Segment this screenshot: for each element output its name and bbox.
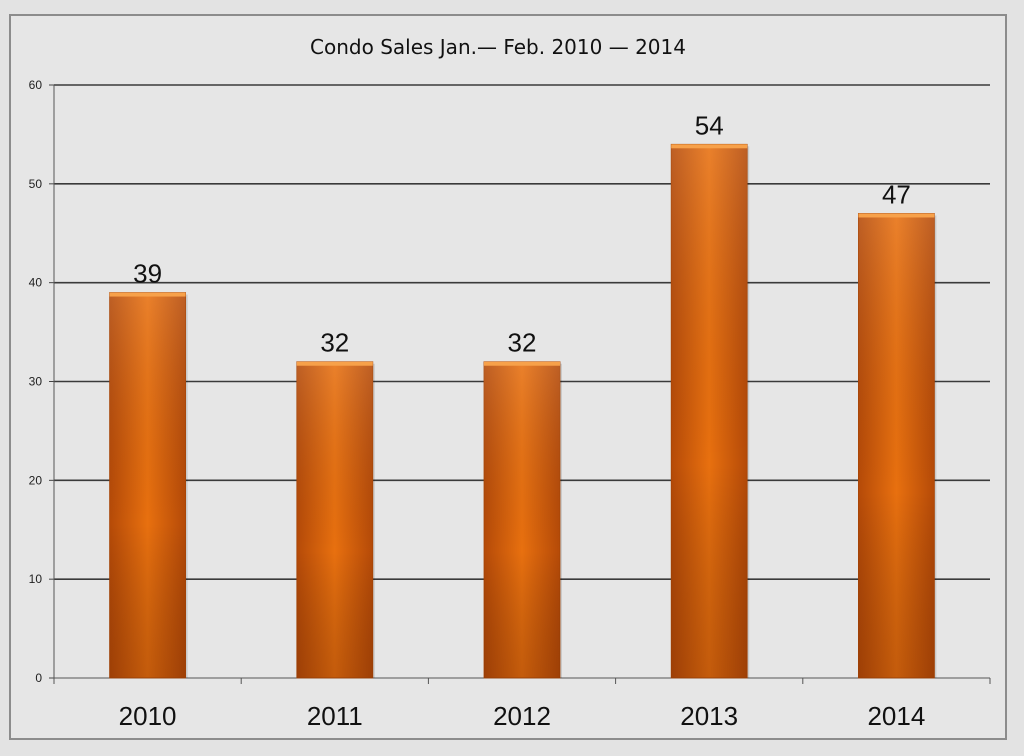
y-tick-label: 40 [29, 276, 43, 290]
y-tick-label: 0 [35, 671, 42, 685]
labels: 0 10 20 30 40 50 60 39 2010 32 2011 32 2012 54 2013 47 2… [29, 78, 926, 731]
data-label: 47 [882, 179, 911, 209]
data-label: 39 [133, 259, 162, 289]
bar-shade [296, 361, 373, 678]
bar-top-cap [296, 361, 373, 366]
x-tick-label: 2014 [867, 701, 925, 731]
chart-title: Condo Sales Jan.— Feb. 2010 — 2014 [310, 35, 686, 59]
x-tick-label: 2011 [307, 701, 363, 731]
x-tick-label: 2010 [119, 701, 177, 731]
bar-top-cap [484, 361, 560, 366]
bar-top-cap [109, 292, 186, 297]
y-tick-label: 30 [29, 375, 43, 389]
y-tick-label: 20 [29, 473, 43, 487]
bar-shade [484, 361, 560, 678]
data-label: 32 [508, 328, 537, 358]
data-label: 32 [320, 328, 349, 358]
gridlines [54, 84, 990, 580]
x-tick-label: 2012 [493, 701, 551, 731]
bar-shade [671, 144, 748, 679]
bar-shade [858, 213, 935, 678]
data-label: 54 [695, 110, 724, 140]
bar-shade [109, 292, 186, 678]
y-tick-label: 60 [29, 78, 43, 92]
bar-top-cap [858, 213, 935, 218]
y-tick-label: 50 [29, 177, 43, 191]
bar-top-cap [671, 144, 748, 149]
x-tick-label: 2013 [680, 701, 738, 731]
y-tick-label: 10 [29, 572, 43, 586]
bars [109, 143, 937, 679]
